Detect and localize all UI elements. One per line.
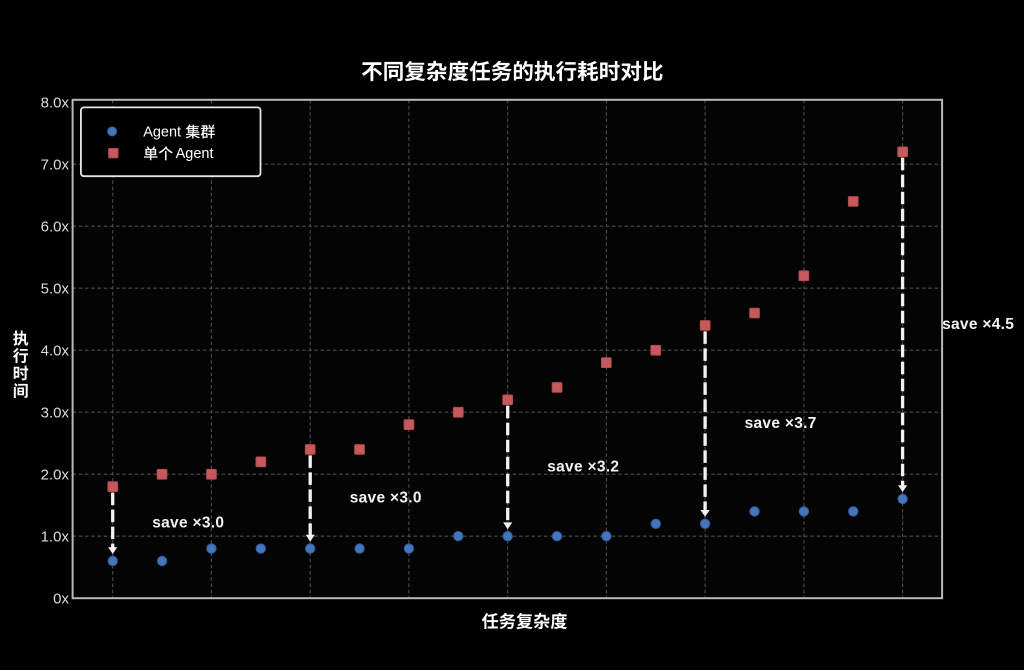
- svg-text:5.0x: 5.0x: [41, 280, 70, 297]
- svg-text:3.0x: 3.0x: [41, 404, 70, 421]
- svg-text:4.0x: 4.0x: [41, 342, 70, 359]
- svg-text:7.0x: 7.0x: [41, 156, 70, 173]
- svg-text:0x: 0x: [53, 590, 69, 607]
- svg-text:save ×3.0: save ×3.0: [350, 490, 422, 507]
- svg-text:Agent: Agent: [143, 124, 181, 140]
- svg-text:save ×3.7: save ×3.7: [745, 415, 817, 432]
- svg-text:save ×3.0: save ×3.0: [152, 514, 224, 531]
- svg-text:Agent: Agent: [176, 146, 214, 162]
- svg-text:2.0x: 2.0x: [41, 466, 70, 483]
- svg-text:save ×3.2: save ×3.2: [547, 459, 619, 476]
- svg-text:1.0x: 1.0x: [41, 528, 70, 545]
- svg-text:save ×4.5: save ×4.5: [942, 316, 1014, 333]
- svg-text:6.0x: 6.0x: [41, 218, 70, 235]
- svg-text:8.0x: 8.0x: [41, 94, 70, 111]
